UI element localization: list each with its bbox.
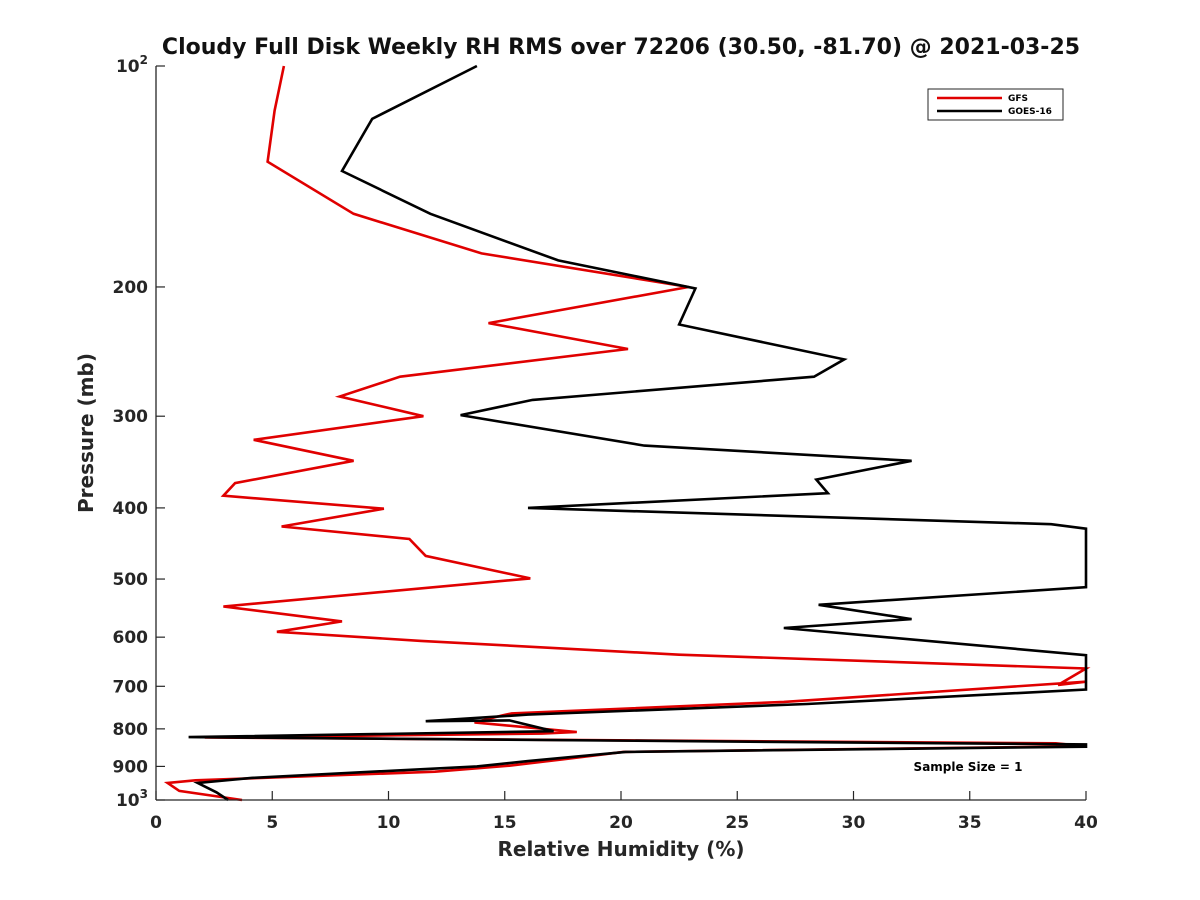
legend-label-goes-16: GOES-16 xyxy=(1008,107,1052,117)
x-tick-label: 25 xyxy=(725,813,749,833)
y-tick-label: 200 xyxy=(113,278,149,298)
series-layer xyxy=(163,64,1091,802)
plot-area: 0 5 10 15 20 25 30 35 40 102 200 300 400 500 600 700 80… xyxy=(113,53,1098,833)
x-tick-label: 15 xyxy=(493,813,517,833)
y-tick-label: 400 xyxy=(113,499,149,519)
legend: GFS GOES-16 xyxy=(927,88,1064,121)
legend-box xyxy=(927,88,1064,121)
y-tick-label: 700 xyxy=(113,677,149,697)
y-tick-label: 102 xyxy=(116,53,148,77)
y-tick-label: 800 xyxy=(113,720,149,740)
x-tick-label: 40 xyxy=(1074,813,1098,833)
y-tick-label: 900 xyxy=(113,757,149,777)
x-tick-label: 30 xyxy=(842,813,866,833)
y-tick-label: 600 xyxy=(113,628,149,648)
x-tick-label: 20 xyxy=(609,813,633,833)
sample-size-annotation: Sample Size = 1 xyxy=(914,760,1023,774)
y-tick-label: 300 xyxy=(113,407,149,427)
x-axis-ticks: 0 5 10 15 20 25 30 35 40 xyxy=(150,791,1098,833)
x-axis-label: Relative Humidity (%) xyxy=(497,837,744,861)
y-axis-label: Pressure (mb) xyxy=(74,353,98,513)
legend-label-gfs: GFS xyxy=(1008,94,1028,104)
y-tick-label: 500 xyxy=(113,570,149,590)
x-tick-label: 35 xyxy=(958,813,982,833)
series-line-goes-16 xyxy=(188,64,1088,802)
y-axis-ticks: 102 200 300 400 500 600 700 800 900 103 xyxy=(113,53,165,811)
x-tick-label: 0 xyxy=(150,813,162,833)
x-tick-label: 5 xyxy=(266,813,278,833)
chart-title: Cloudy Full Disk Weekly RH RMS over 7220… xyxy=(162,35,1080,60)
y-tick-label: 103 xyxy=(116,787,148,811)
x-tick-label: 10 xyxy=(377,813,401,833)
